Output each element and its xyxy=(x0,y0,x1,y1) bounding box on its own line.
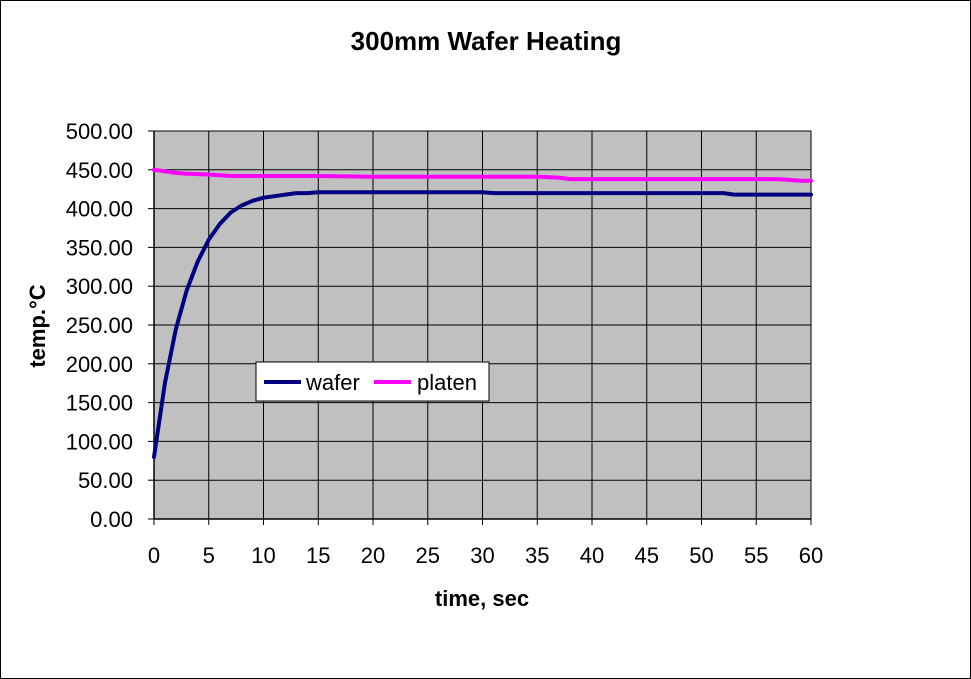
x-tick-label: 30 xyxy=(470,543,494,568)
y-tick-label: 150.00 xyxy=(66,391,133,416)
x-tick-label: 35 xyxy=(525,543,549,568)
series-layer xyxy=(152,167,813,459)
x-tick-label: 55 xyxy=(744,543,768,568)
x-tick-label: 45 xyxy=(635,543,659,568)
y-tick-label: 400.00 xyxy=(66,197,133,222)
y-axis-title: temp.°C xyxy=(25,284,50,367)
chart-title: 300mm Wafer Heating xyxy=(351,26,622,56)
x-tick-label: 40 xyxy=(580,543,604,568)
x-tick-label: 60 xyxy=(799,543,823,568)
y-tick-label: 500.00 xyxy=(66,119,133,144)
y-tick-label: 50.00 xyxy=(78,468,133,493)
y-tick-label: 0.00 xyxy=(90,507,133,532)
x-tick-label: 20 xyxy=(361,543,385,568)
y-tick-label: 450.00 xyxy=(66,158,133,183)
x-tick-label: 10 xyxy=(251,543,275,568)
ticks: 0.00 50.00 100.00 150.00 200.00 250.00 300.00 3… xyxy=(66,119,824,568)
x-tick-label: 0 xyxy=(148,543,160,568)
y-tick-label: 250.00 xyxy=(66,313,133,338)
x-tick-label: 50 xyxy=(689,543,713,568)
y-tick-label: 100.00 xyxy=(66,429,133,454)
x-tick-label: 25 xyxy=(416,543,440,568)
x-tick-label: 15 xyxy=(306,543,330,568)
x-tick-label: 5 xyxy=(203,543,215,568)
x-axis-title: time, sec xyxy=(435,586,529,611)
y-tick-label: 300.00 xyxy=(66,274,133,299)
legend-label-platen: platen xyxy=(417,370,477,395)
series-line-platen xyxy=(152,167,813,183)
series-line-wafer xyxy=(152,190,813,459)
legend: wafer platen xyxy=(255,361,490,402)
y-tick-label: 200.00 xyxy=(66,352,133,377)
y-tick-label: 350.00 xyxy=(66,235,133,260)
legend-label-wafer: wafer xyxy=(305,370,360,395)
